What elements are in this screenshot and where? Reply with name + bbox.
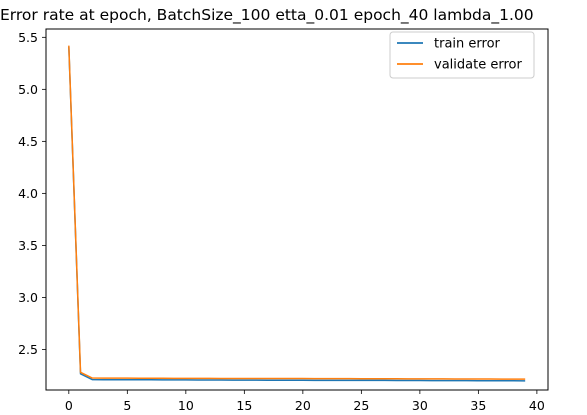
x-tick-label: 35 — [470, 398, 486, 413]
x-tick-label: 5 — [123, 398, 131, 413]
legend-label-0: train error — [434, 37, 501, 52]
legend-label-1: validate error — [434, 58, 522, 73]
y-tick-label: 5.0 — [18, 82, 38, 97]
x-tick-label: 10 — [178, 398, 194, 413]
legend: train error validate error — [390, 32, 534, 78]
y-tick-label: 4.0 — [18, 186, 38, 201]
y-tick-label: 5.5 — [18, 30, 38, 45]
x-tick-label: 0 — [65, 398, 73, 413]
y-tick-label: 3.0 — [18, 290, 38, 305]
y-tick-label: 3.5 — [18, 238, 38, 253]
x-tick-label: 15 — [236, 398, 252, 413]
x-tick-label: 40 — [529, 398, 545, 413]
x-tick-label: 20 — [295, 398, 311, 413]
y-tick-label: 4.5 — [18, 134, 38, 149]
chart-title: Error rate at epoch, BatchSize_100 etta_… — [0, 6, 534, 25]
plot-area — [46, 29, 548, 390]
x-tick-label: 25 — [353, 398, 369, 413]
y-tick-label: 2.5 — [18, 342, 38, 357]
x-axis: 0 5 10 15 20 25 30 35 40 — [65, 390, 545, 413]
x-tick-label: 30 — [412, 398, 428, 413]
y-axis: 2.5 3.0 3.5 4.0 4.5 5.0 5.5 — [18, 30, 46, 357]
